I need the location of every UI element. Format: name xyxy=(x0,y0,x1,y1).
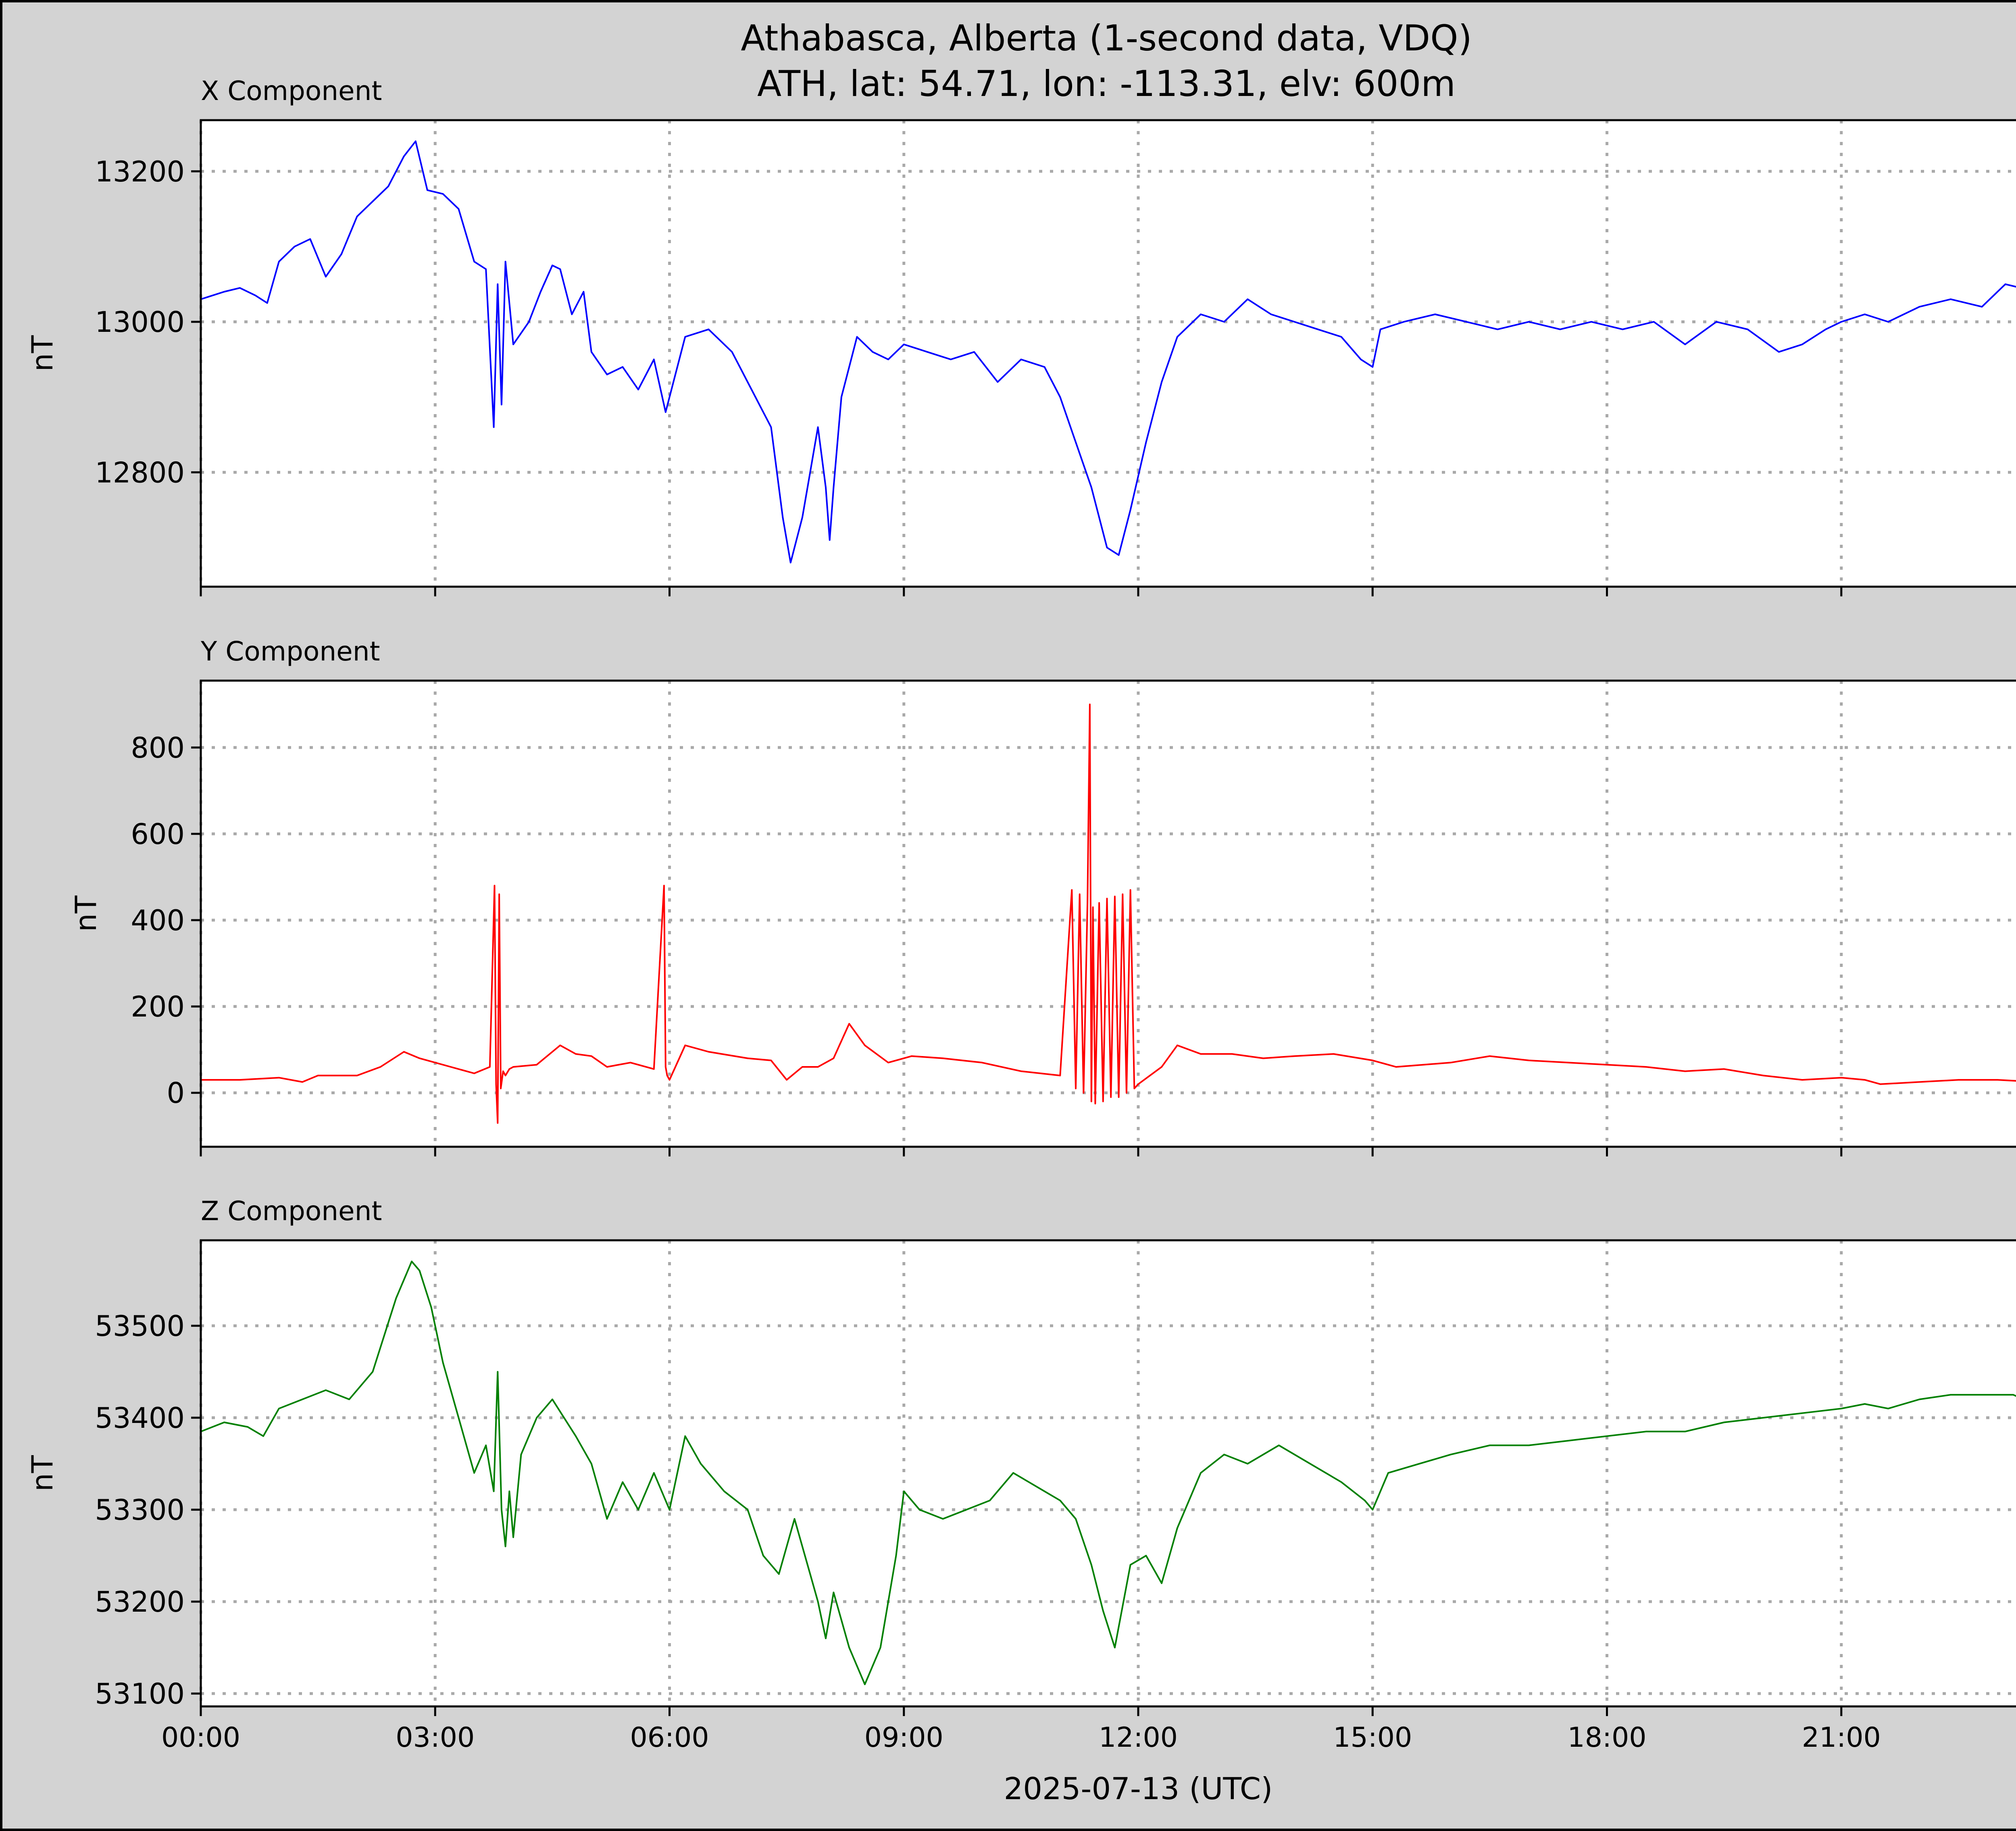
z-component-panel: 00:00 03:00 06:00 09:00 12:00 15:00 18:00 21:00… xyxy=(25,1196,2016,1754)
y-plot-area xyxy=(201,681,2016,1147)
y-y-tick-label: 800 xyxy=(131,731,185,764)
y-subplot-title: Y Component xyxy=(200,636,380,667)
z-y-axis-label: nT xyxy=(25,1455,59,1491)
y-y-tick-label: 0 xyxy=(167,1077,185,1110)
x-y-tick-label: 13200 xyxy=(95,155,185,188)
z-x-tick-label: 06:00 xyxy=(630,1722,709,1754)
z-y-tick-label: 53400 xyxy=(95,1402,185,1435)
x-axis-label: 2025-07-13 (UTC) xyxy=(1004,1771,1273,1806)
z-y-tick-label: 53100 xyxy=(95,1677,185,1710)
figure-title-line2: ATH, lat: 54.71, lon: -113.31, elv: 600m xyxy=(757,63,1456,104)
y-y-tick-label: 200 xyxy=(131,990,185,1023)
z-subplot-title: Z Component xyxy=(201,1196,382,1227)
y-component-panel: 0 200 400 600 800 Y Component nT xyxy=(69,636,2016,1156)
z-x-tick-label: 00:00 xyxy=(161,1722,240,1754)
x-y-tick-label: 13000 xyxy=(95,306,185,339)
x-subplot-title: X Component xyxy=(201,75,382,106)
z-y-tick-label: 53200 xyxy=(95,1585,185,1619)
z-y-tick-label: 53300 xyxy=(95,1494,185,1527)
x-component-panel: 12800 13000 13200 X Component nT xyxy=(25,75,2016,596)
z-x-tick-label: 03:00 xyxy=(396,1722,475,1754)
z-x-tick-label: 12:00 xyxy=(1099,1722,1178,1754)
x-y-axis-label: nT xyxy=(25,335,59,372)
z-x-tick-label: 09:00 xyxy=(864,1722,943,1754)
y-y-tick-label: 600 xyxy=(131,818,185,851)
y-y-axis-label: nT xyxy=(69,895,103,932)
figure-title-line1: Athabasca, Alberta (1-second data, VDQ) xyxy=(741,17,1472,59)
z-y-tick-label: 53500 xyxy=(95,1310,185,1343)
x-plot-area xyxy=(201,120,2016,587)
y-y-tick-label: 400 xyxy=(131,904,185,937)
x-y-tick-label: 12800 xyxy=(95,456,185,489)
x-series-line xyxy=(200,140,2016,564)
z-series-line xyxy=(200,1260,2016,1685)
y-series-line xyxy=(201,703,2016,1124)
z-x-tick-label: 21:00 xyxy=(1802,1722,1881,1754)
z-x-tick-label: 18:00 xyxy=(1568,1722,1647,1754)
z-plot-area xyxy=(201,1240,2016,1706)
z-x-tick-label: 15:00 xyxy=(1333,1722,1412,1754)
